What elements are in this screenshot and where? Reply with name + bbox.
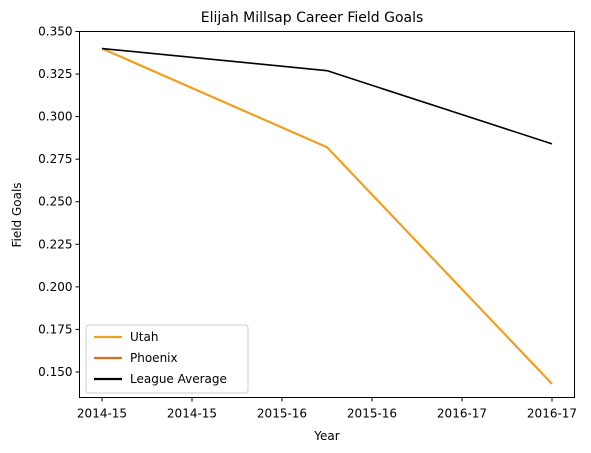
y-tick-label: 0.275 xyxy=(38,152,72,166)
y-axis-label: Field Goals xyxy=(10,182,24,247)
y-tick-label: 0.175 xyxy=(38,322,72,336)
series-line-league-average xyxy=(101,47,553,145)
x-tick-label: 2016-17 xyxy=(437,407,487,421)
legend-label: Phoenix xyxy=(130,351,178,365)
chart-title: Elijah Millsap Career Field Goals xyxy=(201,10,424,26)
legend-box xyxy=(85,324,249,394)
x-tick-label: 2014-15 xyxy=(77,407,127,421)
y-tick-label: 0.200 xyxy=(38,280,72,294)
x-axis-label: Year xyxy=(313,429,339,443)
plot-area-frame xyxy=(79,31,575,398)
series-line-utah xyxy=(101,47,553,385)
y-tick-label: 0.350 xyxy=(38,25,72,39)
y-tick-label: 0.325 xyxy=(38,67,72,81)
x-tick-label: 2016-17 xyxy=(527,407,577,421)
legend: Utah Phoenix League Average xyxy=(85,324,249,394)
series-lines xyxy=(101,47,553,385)
y-tick-label: 0.150 xyxy=(38,365,72,379)
y-tick-label: 0.250 xyxy=(38,195,72,209)
x-tick-label: 2014-15 xyxy=(167,407,217,421)
legend-label: Utah xyxy=(130,330,158,344)
x-tick-label: 2015-16 xyxy=(257,407,307,421)
legend-label: League Average xyxy=(130,372,227,386)
y-tick-label: 0.300 xyxy=(38,110,72,124)
y-tick-label: 0.225 xyxy=(38,237,72,251)
axis-ticks: 2014-15 2014-15 2015-16 2015-16 2016-17 2016-… xyxy=(38,25,577,421)
x-tick-label: 2015-16 xyxy=(347,407,397,421)
